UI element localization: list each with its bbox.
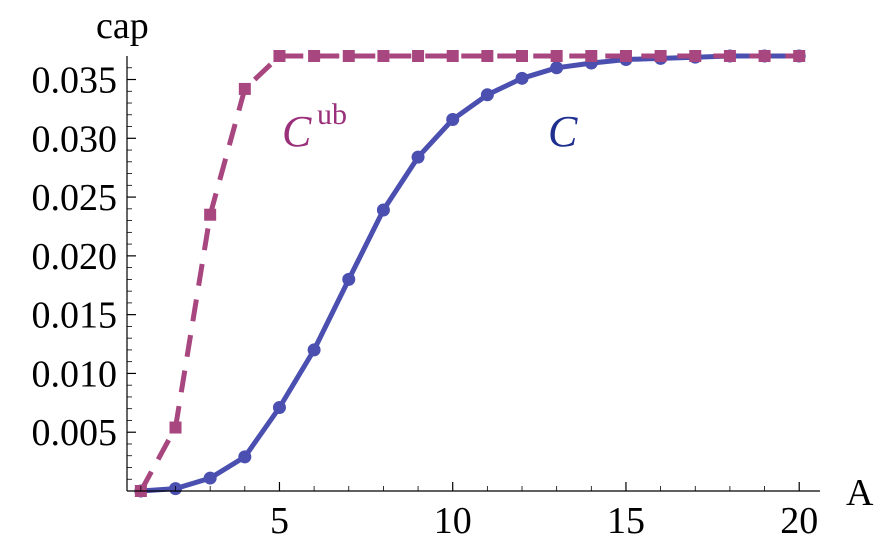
data-point-C: [515, 71, 529, 85]
y-tick-label: 0.030: [32, 118, 118, 160]
series-label-C: C: [548, 107, 578, 156]
series-label-Cub: C: [282, 107, 312, 156]
data-point-Cub: [619, 50, 632, 62]
data-point-Cub: [793, 50, 806, 62]
x-axis-title: A: [846, 472, 874, 514]
data-point-Cub: [169, 421, 182, 434]
x-tick-label: 15: [607, 500, 645, 542]
series-line-C: [140, 53, 800, 494]
data-point-C: [376, 203, 390, 217]
x-tick-label: 20: [780, 500, 818, 542]
data-point-C: [446, 112, 460, 126]
data-point-C: [238, 450, 252, 464]
x-tick-label: 5: [270, 500, 289, 542]
data-point-Cub: [238, 82, 251, 95]
data-point-Cub: [550, 50, 563, 62]
y-tick-label: 0.035: [32, 60, 118, 102]
data-point-C: [272, 401, 286, 415]
y-tick-label: 0.015: [32, 295, 118, 337]
series-layer: [134, 49, 806, 498]
x-tick-label: 10: [434, 500, 472, 542]
data-point-C: [550, 61, 564, 75]
y-tick-label: 0.025: [32, 177, 118, 219]
y-tick-label: 0.005: [32, 412, 118, 454]
data-point-Cub: [723, 50, 736, 62]
data-point-Cub: [377, 50, 390, 62]
data-point-C: [203, 471, 217, 485]
data-point-C: [480, 88, 494, 102]
series-label-Cub-sup: ub: [317, 98, 347, 131]
data-point-C: [342, 272, 356, 286]
data-point-C: [411, 150, 425, 164]
labels-layer: C C ub: [282, 98, 578, 156]
y-tick-label: 0.020: [32, 236, 118, 278]
y-tick-label: 0.010: [32, 353, 118, 395]
data-point-Cub: [758, 50, 771, 62]
data-point-Cub: [446, 50, 459, 62]
series-line-Cub: [138, 53, 800, 493]
data-point-Cub: [342, 50, 355, 62]
data-point-Cub: [689, 50, 702, 62]
data-point-Cub: [654, 50, 667, 62]
data-point-Cub: [204, 208, 217, 221]
data-point-Cub: [516, 50, 529, 62]
axes-layer: 0.005 0.010 0.015 0.020 0.025 0.030 0.035 5 10 15…: [32, 56, 820, 542]
data-point-Cub: [481, 50, 494, 62]
data-point-Cub: [308, 50, 321, 62]
data-point-C: [307, 343, 321, 357]
data-point-Cub: [412, 50, 425, 62]
data-point-Cub: [273, 50, 286, 62]
y-axis-title: cap: [96, 5, 149, 47]
data-point-Cub: [585, 50, 598, 62]
